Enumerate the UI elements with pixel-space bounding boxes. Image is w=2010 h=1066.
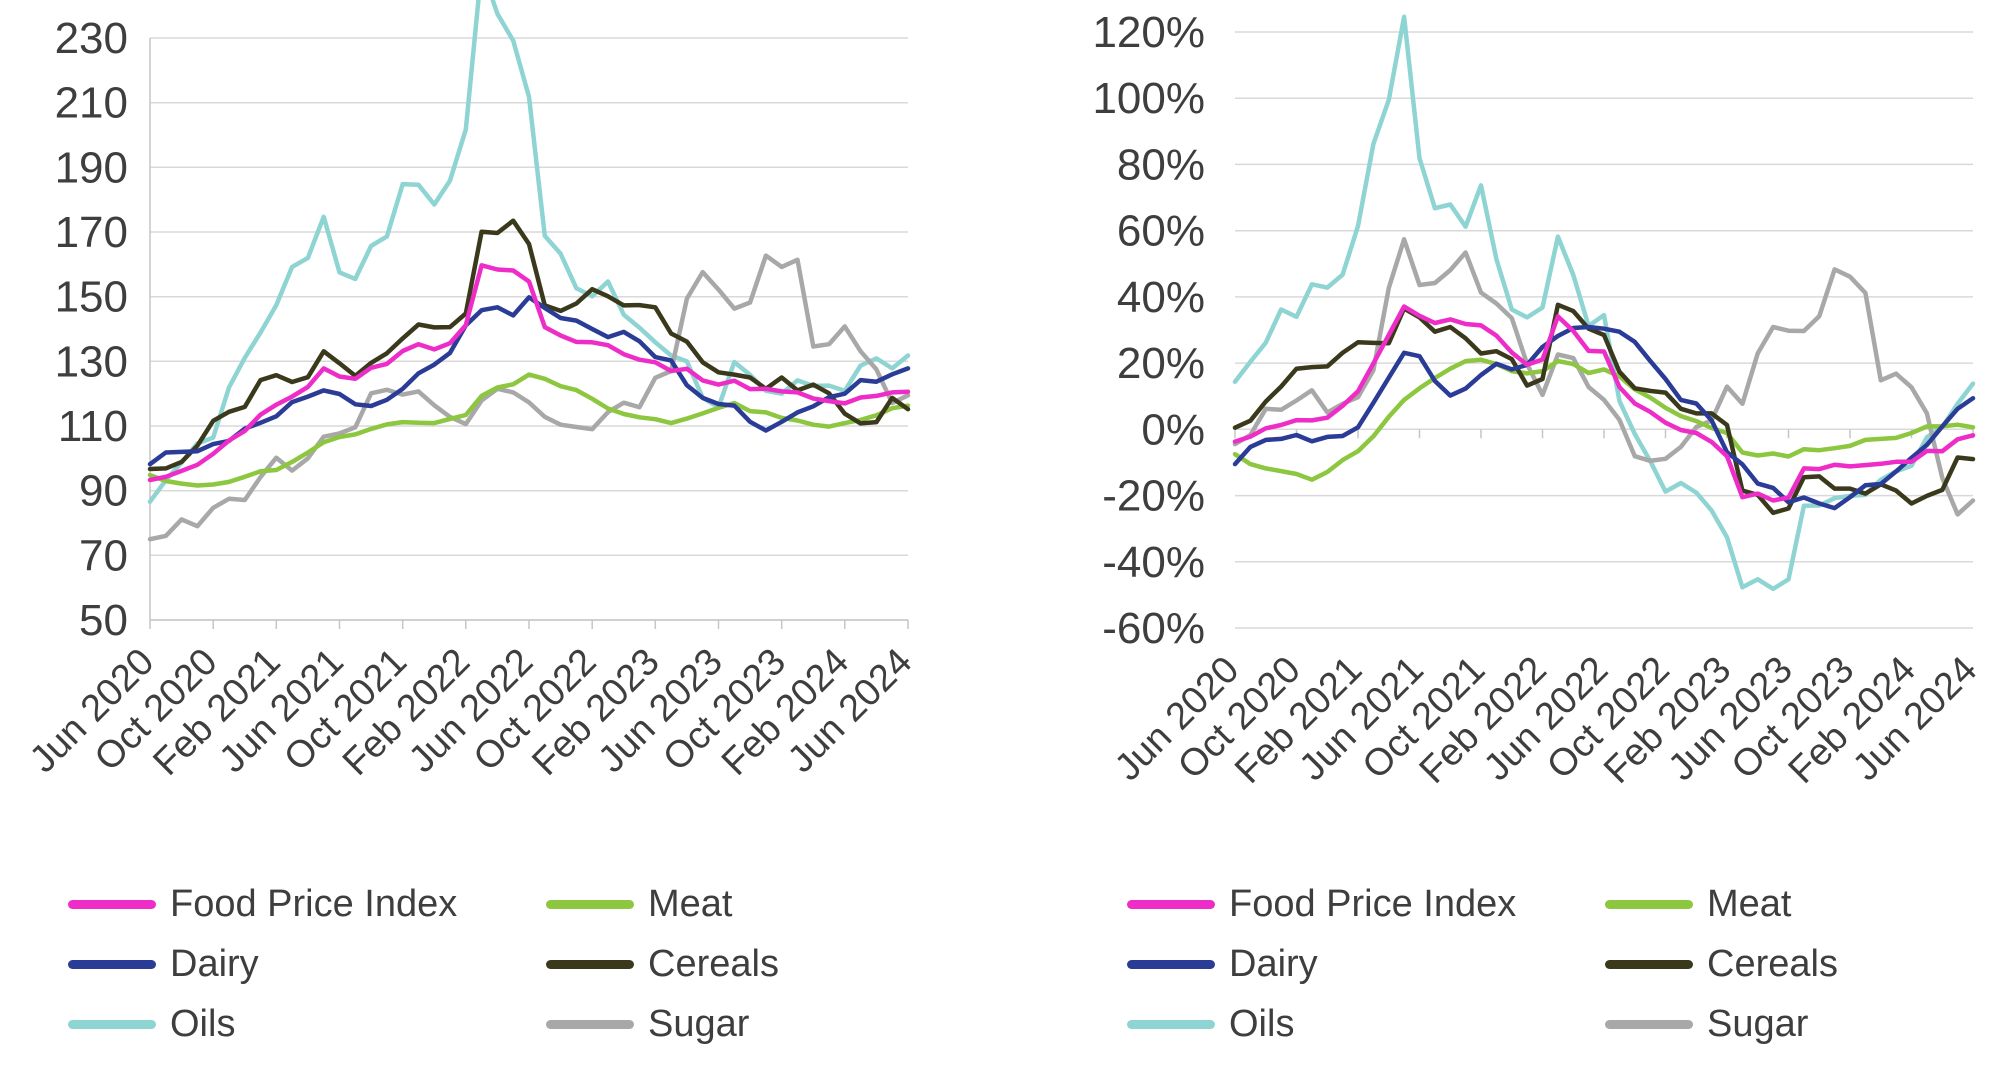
legend-swatch-cereals	[546, 959, 634, 969]
y-axis-label: 70	[79, 531, 128, 580]
y-axis-label: 150	[55, 273, 128, 322]
legend-swatch-dairy	[1127, 959, 1215, 969]
legend-item-dairy: Dairy	[68, 943, 546, 986]
series-line-dairy	[1232, 324, 1976, 511]
series-lines	[147, 0, 911, 542]
y-axis-label: 90	[79, 467, 128, 516]
legend-label: Dairy	[1229, 942, 1318, 985]
y-axis-label: 170	[55, 208, 128, 257]
legend-label: Dairy	[170, 942, 259, 985]
legend-item-dairy: Dairy	[1127, 943, 1605, 986]
series-line-oils	[147, 0, 911, 504]
legend-label: Meat	[1707, 882, 1792, 925]
y-axis-label: 110	[58, 402, 128, 451]
legend-item-oils: Oils	[68, 1003, 546, 1046]
legend-swatch-food-price-index	[1127, 899, 1215, 909]
y-axis-label: -20%	[1102, 472, 1205, 521]
legend-label: Food Price Index	[1229, 882, 1517, 925]
axis-lines	[149, 38, 909, 629]
series-line-meat	[1232, 357, 1976, 482]
legend-item-food-price-index: Food Price Index	[68, 883, 546, 926]
legend-swatch-food-price-index	[68, 899, 156, 909]
series-line-cereals	[147, 218, 911, 472]
series-line-food-price-index	[1232, 304, 1976, 503]
series-line-meat	[147, 372, 911, 488]
legend-swatch-sugar	[1605, 1019, 1693, 1029]
y-axis-label: 50	[79, 596, 128, 645]
legend-label: Meat	[648, 882, 733, 925]
legend-label: Oils	[1229, 1002, 1295, 1045]
y-axis-label: 120%	[1092, 8, 1205, 57]
y-axis-label: 230	[55, 14, 128, 63]
legend-item-oils: Oils	[1127, 1003, 1605, 1046]
y-axis-label: 190	[55, 143, 128, 192]
yoy-change-chart-panel: Jun 2020 Oct 2020 Feb 2021 Jun 2021 Oct 2021…	[1005, 0, 2010, 1066]
legend-label: Oils	[170, 1002, 236, 1045]
series-line-cereals	[1232, 302, 1976, 516]
series-line-sugar	[1232, 237, 1976, 517]
legend-swatch-oils	[1127, 1019, 1215, 1029]
legend-label: Cereals	[648, 942, 779, 985]
y-axis-label: 0%	[1141, 405, 1205, 454]
series-line-sugar	[147, 253, 911, 542]
y-axis-label: 20%	[1117, 339, 1205, 388]
y-axis-label: 60%	[1117, 207, 1205, 256]
legend-label: Cereals	[1707, 942, 1838, 985]
series-line-dairy	[147, 295, 911, 467]
y-axis-label: -40%	[1102, 538, 1205, 587]
legend-item-sugar: Sugar	[546, 1003, 1005, 1046]
legend-item-meat: Meat	[1605, 883, 2010, 926]
y-axis-label: 100%	[1092, 74, 1205, 123]
legend-swatch-oils	[68, 1019, 156, 1029]
legend-item-sugar: Sugar	[1605, 1003, 2010, 1046]
index-level-chart-legend: Food Price Index Dairy Oils Meat Cereals Suga…	[0, 874, 1005, 1054]
legend-swatch-meat	[546, 899, 634, 909]
series-line-food-price-index	[147, 263, 911, 483]
legend-item-cereals: Cereals	[1605, 943, 2010, 986]
legend-swatch-cereals	[1605, 959, 1693, 969]
legend-label: Sugar	[1707, 1002, 1809, 1045]
legend-swatch-sugar	[546, 1019, 634, 1029]
legend-item-meat: Meat	[546, 883, 1005, 926]
y-axis-label: -60%	[1102, 604, 1205, 653]
legend-label: Sugar	[648, 1002, 750, 1045]
legend-item-food-price-index: Food Price Index	[1127, 883, 1605, 926]
y-axis-label: 80%	[1117, 140, 1205, 189]
yoy-chart-legend: Food Price Index Dairy Oils Meat Cereals Suga…	[1005, 874, 2010, 1054]
legend-swatch-dairy	[68, 959, 156, 969]
series-line-oils	[1232, 14, 1976, 592]
y-axis-label: 210	[55, 79, 128, 128]
legend-swatch-meat	[1605, 899, 1693, 909]
index-level-chart-panel: Jun 2020 Oct 2020 Feb 2021 Jun 2021 Oct 2021…	[0, 0, 1005, 1054]
y-axis-label: 130	[55, 337, 128, 386]
legend-label: Food Price Index	[170, 882, 458, 925]
series-lines	[1232, 14, 1976, 592]
y-axis-label: 40%	[1117, 273, 1205, 322]
legend-item-cereals: Cereals	[546, 943, 1005, 986]
